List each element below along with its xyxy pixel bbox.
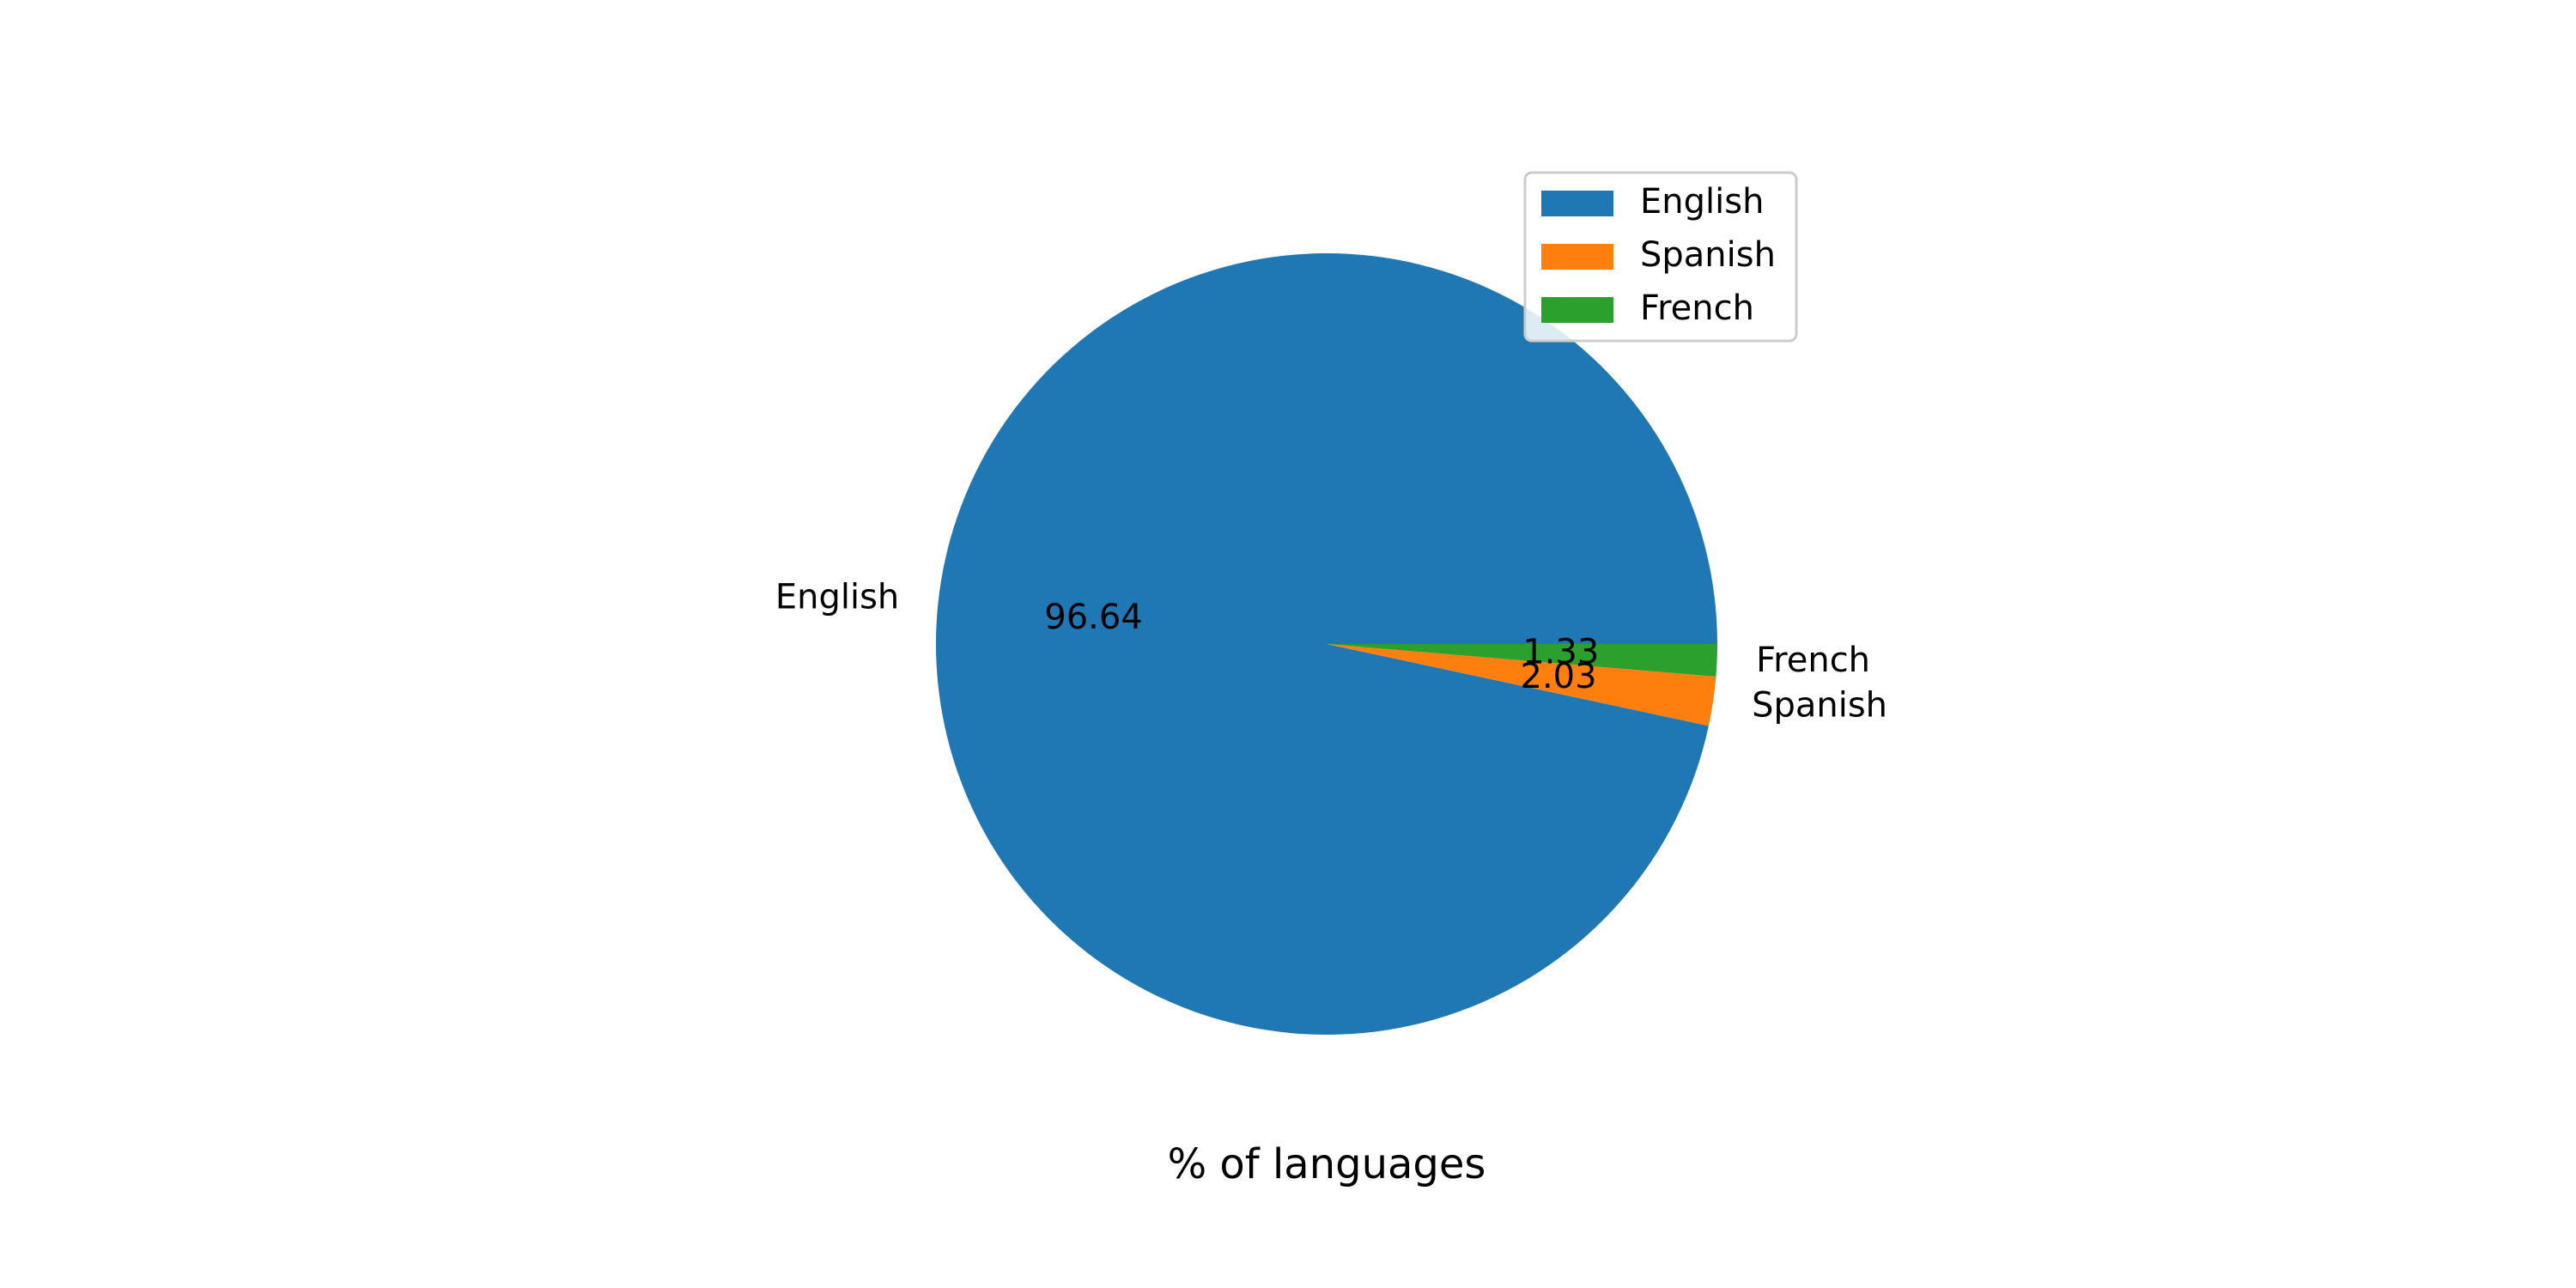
legend-entries: English Spanish French — [1541, 182, 1776, 328]
legend-label-english: English — [1640, 182, 1764, 222]
pie-wedges — [936, 253, 1717, 1036]
pie-category-labels: English Spanish French — [775, 577, 1887, 725]
pie-label-french: French — [1756, 641, 1870, 680]
legend-swatch-english — [1541, 191, 1613, 216]
pie-value-french: 1.33 — [1522, 632, 1599, 671]
legend-label-french: French — [1640, 289, 1754, 328]
legend-swatch-spanish — [1541, 244, 1613, 270]
pie-slice-english — [936, 253, 1717, 1036]
pie-value-english: 96.64 — [1044, 598, 1143, 637]
x-axis-label: % of languages — [1168, 1140, 1486, 1188]
pie-value-spanish: 2.03 — [1521, 657, 1597, 696]
pie-slice-french — [1327, 644, 1717, 677]
pie-label-english: English — [775, 577, 899, 617]
pie-value-labels: 96.64 2.031.33 — [1044, 598, 1599, 696]
pie-label-spanish: Spanish — [1752, 685, 1887, 725]
legend-swatch-french — [1541, 297, 1613, 323]
legend: English Spanish French — [1523, 171, 1798, 343]
legend-label-spanish: Spanish — [1640, 235, 1776, 275]
pie-slice-spanish — [1327, 644, 1716, 726]
